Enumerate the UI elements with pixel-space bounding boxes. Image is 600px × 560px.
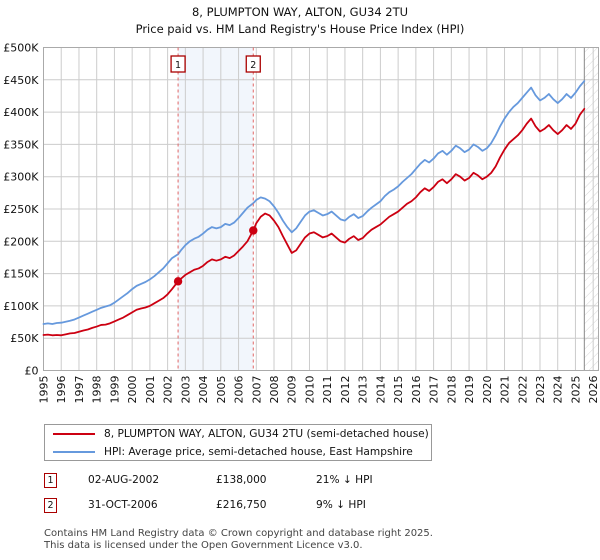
x-axis-tick-label: 2008 bbox=[268, 376, 281, 404]
y-axis-tick-label: £500K bbox=[3, 42, 39, 55]
x-axis-tick-label: 2014 bbox=[374, 376, 387, 404]
x-axis-tick-label: 2001 bbox=[144, 376, 157, 404]
sale-entry-1: 1 02-AUG-2002 £138,000 21% ↓ HPI bbox=[44, 470, 464, 495]
y-axis-tick-label: £300K bbox=[3, 171, 39, 184]
line-swatch-icon bbox=[53, 451, 95, 453]
x-axis-tick-label: 2009 bbox=[286, 376, 299, 404]
legend-item-hpi: HPI: Average price, semi-detached house,… bbox=[45, 443, 431, 461]
x-axis-tick-label: 1999 bbox=[108, 376, 121, 404]
x-axis-tick-label: 2004 bbox=[197, 376, 210, 404]
y-axis-tick-label: £0 bbox=[25, 365, 39, 378]
chart-legend: 8, PLUMPTON WAY, ALTON, GU34 2TU (semi-d… bbox=[44, 424, 432, 461]
x-axis-tick-label: 2012 bbox=[339, 376, 352, 404]
sale-entry-2: 2 31-OCT-2006 £216,750 9% ↓ HPI bbox=[44, 495, 464, 520]
sale-hpi-delta: 9% ↓ HPI bbox=[316, 499, 366, 511]
y-axis-tick-label: £100K bbox=[3, 300, 39, 313]
y-axis-tick-label: £450K bbox=[3, 74, 39, 87]
line-swatch-icon bbox=[53, 433, 95, 435]
legend-label-property: 8, PLUMPTON WAY, ALTON, GU34 2TU (semi-d… bbox=[104, 428, 429, 440]
x-axis-tick-label: 2023 bbox=[534, 376, 547, 404]
y-axis-tick-label: £200K bbox=[3, 235, 39, 248]
x-axis-tick-label: 2011 bbox=[321, 376, 334, 404]
x-axis-tick-label: 2020 bbox=[481, 376, 494, 404]
y-axis-tick-label: £150K bbox=[3, 268, 39, 281]
chart-area: £0 £50K £100K £150K £200K £250K £300K £350K £400… bbox=[3, 42, 600, 404]
future-period-hatch bbox=[584, 47, 599, 371]
footer-line-2: This data is licensed under the Open Gov… bbox=[44, 540, 363, 551]
x-axis-tick-label: 2010 bbox=[303, 376, 316, 404]
series-line-property bbox=[42, 107, 586, 337]
sale-date: 31-OCT-2006 bbox=[88, 499, 158, 511]
sale-marker-number: 1 bbox=[175, 60, 181, 71]
sale-marker-box[interactable] bbox=[245, 55, 261, 73]
footer-line-1: Contains HM Land Registry data © Crown c… bbox=[44, 528, 433, 539]
y-axis-tick-label: £250K bbox=[3, 203, 39, 216]
series-line-hpi bbox=[42, 80, 586, 325]
y-axis-tick-label: £400K bbox=[3, 106, 39, 119]
sale-price: £138,000 bbox=[216, 474, 267, 486]
x-axis-tick-label: 2013 bbox=[357, 376, 370, 404]
sale-marker-dot[interactable] bbox=[173, 277, 183, 286]
x-axis-tick-label: 2022 bbox=[516, 376, 529, 404]
x-axis-tick-label: 1997 bbox=[73, 376, 86, 404]
sale-marker-badge: 1 bbox=[44, 473, 57, 488]
sales-list: 1 02-AUG-2002 £138,000 21% ↓ HPI 2 31-OC… bbox=[44, 470, 464, 520]
x-axis-tick-label: 2005 bbox=[215, 376, 228, 404]
sale-price: £216,750 bbox=[216, 499, 267, 511]
y-axis-tick-label: £50K bbox=[10, 332, 39, 345]
sale-marker-box[interactable] bbox=[170, 55, 186, 73]
x-axis-tick-label: 2006 bbox=[233, 376, 246, 404]
attribution-footer: Contains HM Land Registry data © Crown c… bbox=[44, 528, 584, 552]
y-axis-tick-label: £350K bbox=[3, 138, 39, 151]
page-title: 8, PLUMPTON WAY, ALTON, GU34 2TU Price p… bbox=[0, 4, 600, 38]
x-axis-tick-label: 2000 bbox=[126, 376, 139, 404]
sale-hpi-delta: 21% ↓ HPI bbox=[316, 474, 373, 486]
price-history-chart: £0 £50K £100K £150K £200K £250K £300K £350K £400… bbox=[3, 42, 600, 404]
x-axis-tick-label: 2025 bbox=[569, 376, 582, 404]
x-axis-tick-label: 2003 bbox=[179, 376, 192, 404]
x-axis-tick-label: 1996 bbox=[55, 376, 68, 404]
sale-date: 02-AUG-2002 bbox=[88, 474, 160, 486]
x-axis-tick-label: 2024 bbox=[552, 376, 565, 404]
sale-marker-number: 2 bbox=[250, 60, 256, 71]
plot-frame bbox=[43, 47, 599, 371]
sale-marker-badge: 2 bbox=[44, 498, 57, 513]
x-axis-tick-label: 2018 bbox=[445, 376, 458, 404]
title-address: 8, PLUMPTON WAY, ALTON, GU34 2TU bbox=[191, 5, 409, 19]
x-axis-tick-label: 2026 bbox=[587, 376, 600, 404]
x-axis-tick-label: 1998 bbox=[91, 376, 104, 404]
title-subtitle: Price paid vs. HM Land Registry's House … bbox=[135, 22, 465, 36]
x-axis-tick-label: 2015 bbox=[392, 376, 405, 404]
x-axis-tick-label: 1995 bbox=[38, 376, 51, 404]
legend-item-property: 8, PLUMPTON WAY, ALTON, GU34 2TU (semi-d… bbox=[45, 425, 431, 443]
legend-label-hpi: HPI: Average price, semi-detached house,… bbox=[104, 446, 413, 458]
x-axis-tick-label: 2017 bbox=[428, 376, 441, 404]
x-axis-tick-label: 2021 bbox=[499, 375, 512, 403]
x-axis-tick-label: 2019 bbox=[463, 376, 476, 404]
x-axis-tick-label: 2007 bbox=[250, 376, 263, 404]
sale-marker-dot[interactable] bbox=[249, 226, 258, 235]
x-axis-tick-label: 2016 bbox=[410, 376, 423, 404]
x-axis-tick-label: 2002 bbox=[162, 376, 175, 404]
